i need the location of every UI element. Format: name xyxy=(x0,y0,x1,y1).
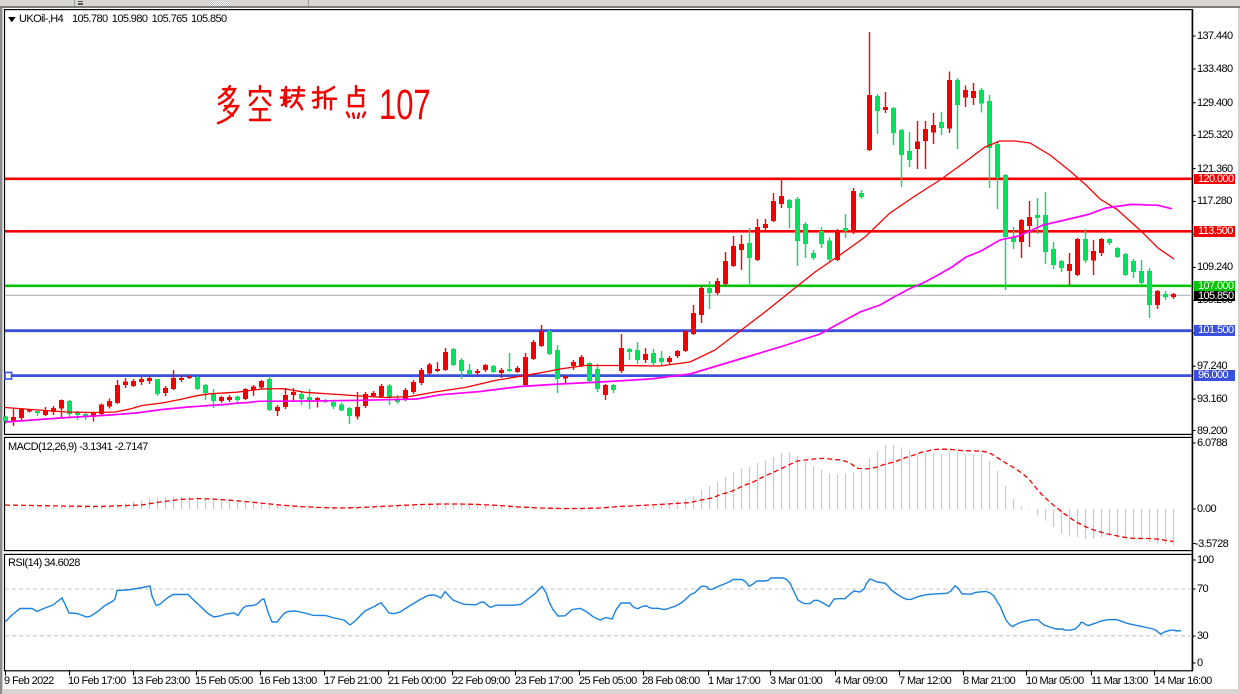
svg-text:107: 107 xyxy=(379,85,431,125)
